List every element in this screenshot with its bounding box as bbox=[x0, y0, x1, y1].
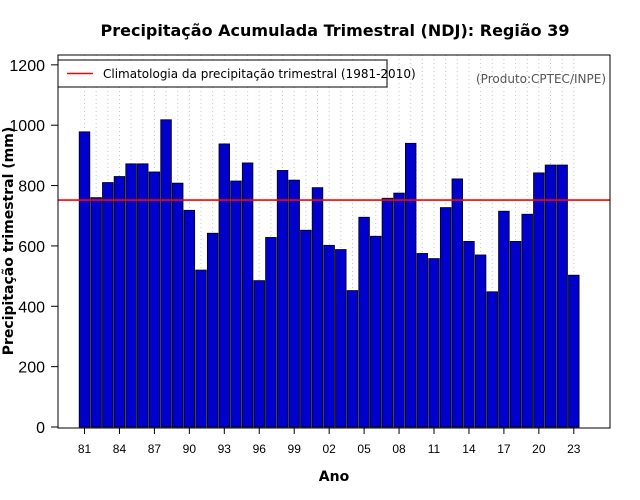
x-tick-label: 96 bbox=[253, 442, 267, 456]
y-tick-label: 1000 bbox=[9, 118, 45, 135]
plot-frame bbox=[57, 54, 611, 429]
bar-22 bbox=[556, 164, 568, 428]
y-axis-label: Precipitação trimestral (mm) bbox=[1, 127, 17, 355]
x-tick-label: 14 bbox=[462, 442, 476, 456]
bar-00 bbox=[300, 229, 312, 428]
bar-18 bbox=[509, 240, 522, 428]
bar-94 bbox=[230, 180, 242, 428]
x-tick-label: 08 bbox=[392, 442, 406, 456]
x-axis: 81 84 87 90 93 96 99 02 05 08 11 14 17 20 23 bbox=[78, 428, 581, 456]
x-tick-label: 17 bbox=[497, 442, 511, 456]
bar-81 bbox=[78, 131, 91, 428]
bar-87 bbox=[148, 171, 161, 428]
bar-16 bbox=[486, 291, 498, 428]
bar-17 bbox=[498, 210, 510, 428]
legend: Climatologia da precipitação trimestral … bbox=[57, 59, 416, 88]
bar-96 bbox=[253, 280, 265, 428]
bar-09 bbox=[404, 142, 417, 428]
bar-85 bbox=[125, 163, 137, 428]
y-tick-label: 400 bbox=[18, 299, 45, 316]
x-tick-label: 99 bbox=[288, 442, 302, 456]
x-tick-label: 90 bbox=[183, 442, 197, 456]
bar-12 bbox=[439, 207, 452, 428]
bar-layer bbox=[78, 119, 580, 428]
y-tick-label: 0 bbox=[36, 420, 45, 437]
bar-89 bbox=[171, 182, 184, 428]
x-tick-label: 05 bbox=[357, 442, 371, 456]
x-tick-label: 11 bbox=[428, 442, 441, 456]
x-tick-label: 20 bbox=[532, 442, 546, 456]
bar-11 bbox=[428, 258, 440, 428]
y-tick-label: 800 bbox=[18, 179, 45, 196]
y-axis: 0 200 400 600 800 1000 1200 bbox=[9, 58, 58, 437]
bar-21 bbox=[544, 164, 557, 428]
bar-95 bbox=[241, 162, 254, 428]
x-tick-label: 87 bbox=[148, 442, 162, 456]
y-tick-label: 1200 bbox=[9, 58, 45, 75]
bar-91 bbox=[195, 269, 207, 428]
bar-01 bbox=[311, 187, 324, 428]
bar-98 bbox=[276, 170, 289, 428]
bar-83 bbox=[102, 182, 114, 428]
x-tick-label: 93 bbox=[218, 442, 232, 456]
bar-05 bbox=[358, 216, 370, 428]
bar-84 bbox=[113, 176, 126, 428]
bar-92 bbox=[206, 232, 219, 428]
x-tick-label: 84 bbox=[113, 442, 127, 456]
bar-88 bbox=[160, 119, 172, 428]
bar-03 bbox=[335, 249, 347, 428]
y-tick-label: 600 bbox=[18, 239, 45, 256]
bar-23 bbox=[568, 274, 580, 428]
bar-08 bbox=[393, 192, 405, 428]
legend-box bbox=[57, 59, 388, 88]
bar-13 bbox=[451, 178, 464, 428]
bar-14 bbox=[463, 240, 475, 428]
bar-19 bbox=[521, 213, 533, 428]
bar-06 bbox=[370, 235, 382, 428]
bar-86 bbox=[137, 163, 149, 428]
bar-99 bbox=[288, 179, 300, 428]
bar-20 bbox=[533, 172, 545, 428]
bar-90 bbox=[183, 209, 196, 428]
bar-07 bbox=[381, 197, 394, 428]
bar-10 bbox=[416, 253, 429, 428]
bar-04 bbox=[346, 290, 359, 428]
bar-02 bbox=[323, 244, 335, 428]
x-tick-label: 81 bbox=[78, 442, 92, 456]
source-label: (Produto:CPTEC/INPE) bbox=[476, 72, 606, 86]
bar-82 bbox=[90, 197, 102, 428]
y-tick-label: 200 bbox=[18, 360, 45, 377]
x-tick-label: 02 bbox=[322, 442, 336, 456]
bar-15 bbox=[474, 254, 487, 428]
bar-93 bbox=[218, 143, 231, 428]
chart-title: Precipitação Acumulada Trimestral (NDJ):… bbox=[100, 21, 569, 40]
bar-97 bbox=[265, 237, 277, 428]
x-axis-label: Ano bbox=[319, 469, 350, 485]
legend-label: Climatologia da precipitação trimestral … bbox=[103, 67, 416, 81]
x-tick-label: 23 bbox=[567, 442, 581, 456]
